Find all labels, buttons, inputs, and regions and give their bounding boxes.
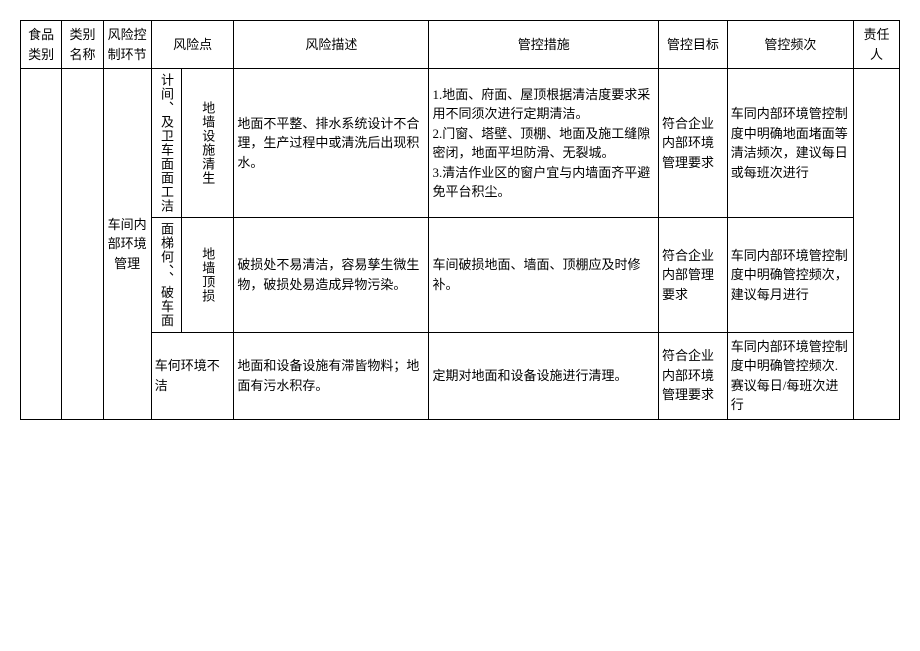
header-control-link: 风险控制环节 — [103, 21, 151, 69]
table-row: 车间内部环境管理 计间、及卫车面面工洁 地墙设施清生 地面不平整、排水系统设计不… — [21, 69, 900, 218]
vtext: 面梯何、、破车面 — [158, 222, 174, 328]
cell-responsible — [854, 69, 900, 420]
cell-risk-point-a: 面梯何、、破车面 — [151, 218, 181, 333]
cell-measures: 定期对地面和设备设施进行清理。 — [429, 332, 658, 419]
vtext: 计间、及卫车面面工洁 — [158, 73, 174, 213]
cell-risk-point-a: 计间、及卫车面面工洁 — [151, 69, 181, 218]
cell-risk-point: 车何环境不洁 — [151, 332, 234, 419]
cell-section-label: 车间内部环境管理 — [103, 69, 151, 420]
cell-risk-desc: 地面不平整、排水系统设计不合理，生产过程中或清洗后出现积水。 — [234, 69, 429, 218]
header-target: 管控目标 — [658, 21, 727, 69]
cell-target: 符合企业内部环境管理要求 — [658, 69, 727, 218]
cell-risk-desc: 地面和设备设施有滞皆物料；地面有污水积存。 — [234, 332, 429, 419]
table-row: 面梯何、、破车面 地墙顶损 破损处不易清洁，容易孳生微生物，破损处易造成异物污染… — [21, 218, 900, 333]
cell-freq: 车同内部环境管控制度中明确地面堵面等清洁频次，建议每日或每班次进行 — [727, 69, 853, 218]
cell-risk-point-b: 地墙顶损 — [181, 218, 234, 333]
header-row: 食品类别 类别名称 风险控制环节 风险点 风险描述 管控措施 管控目标 管控频次… — [21, 21, 900, 69]
risk-control-table: 食品类别 类别名称 风险控制环节 风险点 风险描述 管控措施 管控目标 管控频次… — [20, 20, 900, 420]
cell-risk-desc: 破损处不易清洁，容易孳生微生物，破损处易造成异物污染。 — [234, 218, 429, 333]
header-frequency: 管控频次 — [727, 21, 853, 69]
vtext: 地墙设施清生 — [200, 101, 216, 185]
cell-risk-point-b: 地墙设施清生 — [181, 69, 234, 218]
vtext: 地墙顶损 — [200, 247, 216, 303]
header-responsible: 责任人 — [854, 21, 900, 69]
cell-freq: 车同内部环境管控制度中明确管控频次.赛议每日/每班次进行 — [727, 332, 853, 419]
table-row: 车何环境不洁 地面和设备设施有滞皆物料；地面有污水积存。 定期对地面和设备设施进… — [21, 332, 900, 419]
header-risk-desc: 风险描述 — [234, 21, 429, 69]
cell-measures: 1.地面、府面、屋顶根据清洁度要求采用不同须次进行定期清洁。 2.门窗、塔壁、顶… — [429, 69, 658, 218]
cell-target: 符合企业内部环境管理要求 — [658, 332, 727, 419]
cell-target: 符合企业内部管理要求 — [658, 218, 727, 333]
cell-freq: 车同内部环境管控制度中明确管控频次，建议每月进行 — [727, 218, 853, 333]
cell-food-category — [21, 69, 62, 420]
cell-category-name — [62, 69, 103, 420]
cell-measures: 车间破损地面、墙面、顶棚应及时修补。 — [429, 218, 658, 333]
header-risk-point: 风险点 — [151, 21, 234, 69]
header-food-category: 食品类别 — [21, 21, 62, 69]
header-measures: 管控措施 — [429, 21, 658, 69]
header-category-name: 类别名称 — [62, 21, 103, 69]
